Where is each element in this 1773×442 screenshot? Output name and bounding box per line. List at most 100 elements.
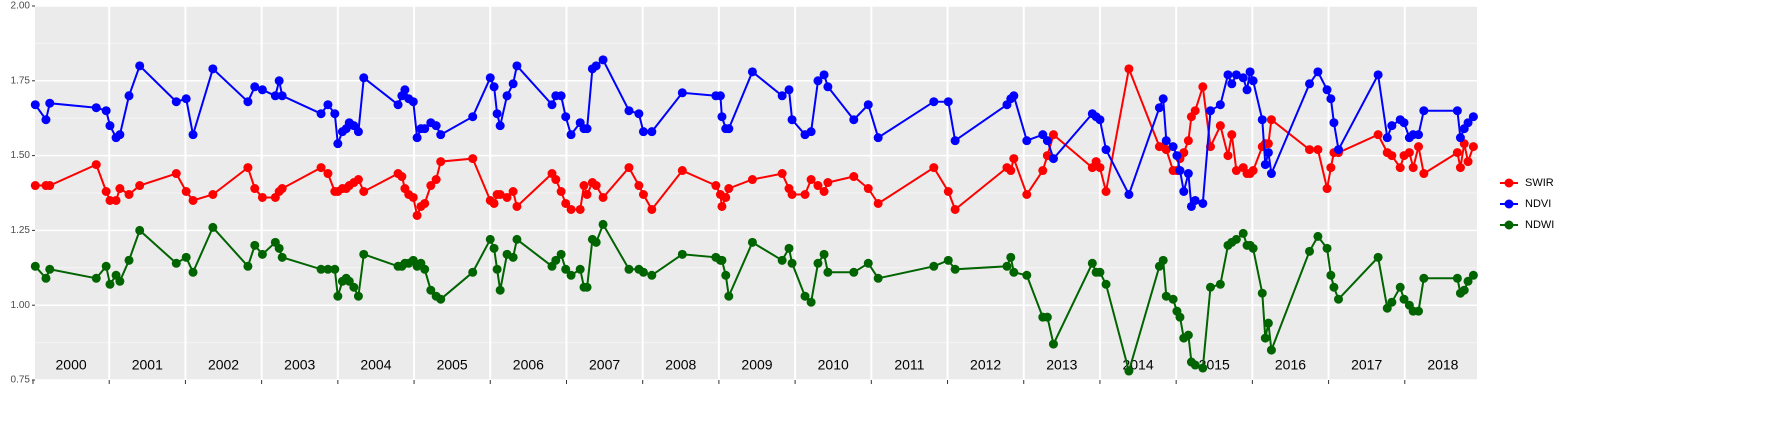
data-point bbox=[943, 187, 953, 197]
data-point bbox=[171, 169, 181, 179]
data-point bbox=[274, 243, 284, 253]
data-point bbox=[431, 175, 441, 185]
data-point bbox=[647, 127, 657, 137]
data-point bbox=[257, 249, 267, 259]
data-point bbox=[1257, 288, 1267, 298]
data-point bbox=[30, 100, 40, 110]
data-point bbox=[1124, 366, 1134, 376]
data-point bbox=[1042, 136, 1052, 146]
year-label: 2007 bbox=[589, 357, 620, 373]
data-point bbox=[556, 187, 566, 197]
data-point bbox=[1095, 163, 1105, 173]
data-point bbox=[819, 70, 829, 80]
data-point bbox=[1238, 228, 1248, 238]
data-point bbox=[929, 261, 939, 271]
data-point bbox=[1414, 306, 1424, 316]
year-label: 2000 bbox=[56, 357, 87, 373]
data-point bbox=[819, 249, 829, 259]
data-point bbox=[950, 136, 960, 146]
year-label: 2013 bbox=[1046, 357, 1077, 373]
data-point bbox=[1395, 163, 1405, 173]
data-point bbox=[124, 189, 134, 199]
data-point bbox=[1231, 166, 1241, 176]
data-point bbox=[1263, 139, 1273, 149]
data-point bbox=[1322, 243, 1332, 253]
data-point bbox=[1242, 85, 1252, 95]
data-point bbox=[784, 85, 794, 95]
data-point bbox=[1238, 73, 1248, 83]
data-point bbox=[316, 264, 326, 274]
data-point bbox=[492, 264, 502, 274]
data-point bbox=[575, 264, 585, 274]
data-point bbox=[1183, 169, 1193, 179]
data-point bbox=[800, 291, 810, 301]
data-point bbox=[1038, 166, 1048, 176]
data-point bbox=[420, 198, 430, 208]
data-point bbox=[489, 82, 499, 92]
data-point bbox=[115, 276, 125, 286]
data-point bbox=[1022, 270, 1032, 280]
data-point bbox=[624, 264, 634, 274]
data-point bbox=[1158, 255, 1168, 265]
data-point bbox=[1190, 106, 1200, 116]
legend-marker bbox=[1504, 199, 1514, 209]
data-point bbox=[1248, 243, 1258, 253]
data-point bbox=[420, 124, 430, 134]
data-point bbox=[502, 91, 512, 101]
data-point bbox=[436, 294, 446, 304]
data-point bbox=[1198, 82, 1208, 92]
data-point bbox=[721, 270, 731, 280]
data-point bbox=[333, 291, 343, 301]
data-point bbox=[634, 181, 644, 191]
data-point bbox=[181, 187, 191, 197]
data-point bbox=[950, 264, 960, 274]
data-point bbox=[582, 282, 592, 292]
data-point bbox=[277, 91, 287, 101]
data-point bbox=[101, 187, 111, 197]
data-point bbox=[420, 264, 430, 274]
data-point bbox=[561, 198, 571, 208]
data-point bbox=[721, 192, 731, 202]
data-point bbox=[333, 139, 343, 149]
data-point bbox=[1175, 312, 1185, 322]
data-point bbox=[1419, 273, 1429, 283]
data-point bbox=[556, 249, 566, 259]
data-point bbox=[124, 91, 134, 101]
data-point bbox=[359, 73, 369, 83]
year-label: 2018 bbox=[1427, 357, 1458, 373]
data-point bbox=[508, 252, 518, 262]
year-label: 2001 bbox=[132, 357, 163, 373]
data-point bbox=[45, 181, 55, 191]
data-point bbox=[400, 85, 410, 95]
data-point bbox=[677, 88, 687, 98]
data-point bbox=[208, 222, 218, 232]
data-point bbox=[1175, 166, 1185, 176]
data-point bbox=[1048, 130, 1058, 140]
data-point bbox=[1124, 189, 1134, 199]
data-point bbox=[591, 181, 601, 191]
data-point bbox=[250, 240, 260, 250]
data-point bbox=[353, 175, 363, 185]
data-point bbox=[330, 109, 340, 119]
data-point bbox=[1468, 142, 1478, 152]
data-point bbox=[863, 100, 873, 110]
data-point bbox=[512, 234, 522, 244]
data-point bbox=[512, 201, 522, 211]
data-point bbox=[1399, 118, 1409, 128]
data-point bbox=[45, 264, 55, 274]
data-point bbox=[1245, 67, 1255, 77]
data-point bbox=[1042, 312, 1052, 322]
data-point bbox=[393, 100, 403, 110]
data-point bbox=[1101, 279, 1111, 289]
data-point bbox=[243, 163, 253, 173]
data-point bbox=[849, 267, 859, 277]
data-point bbox=[1161, 145, 1171, 155]
y-tick-label: 2.00 bbox=[11, 1, 31, 12]
data-point bbox=[512, 61, 522, 71]
data-point bbox=[724, 291, 734, 301]
data-point bbox=[1382, 133, 1392, 143]
data-point bbox=[813, 181, 823, 191]
data-point bbox=[111, 195, 121, 205]
data-point bbox=[863, 184, 873, 194]
data-point bbox=[436, 157, 446, 167]
